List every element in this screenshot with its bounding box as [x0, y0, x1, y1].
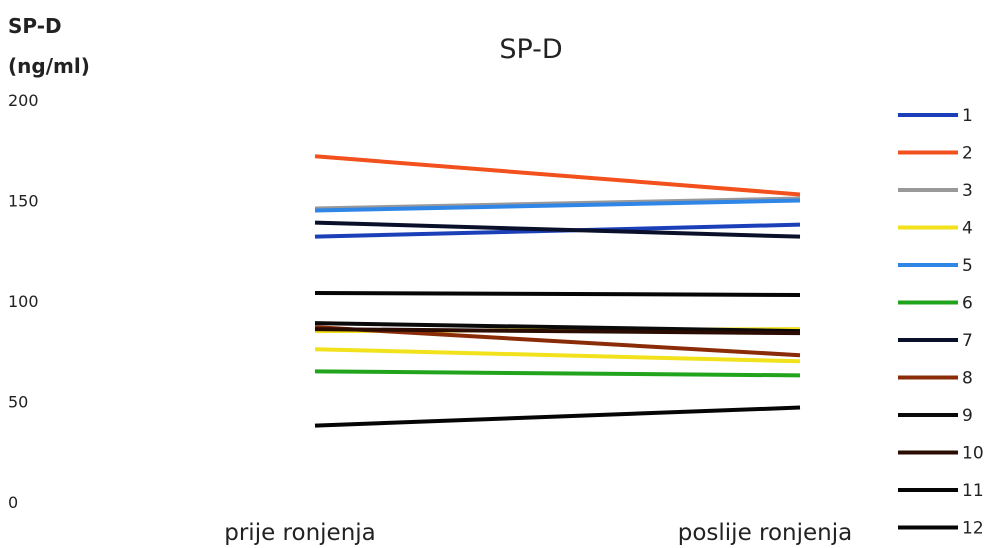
- series-line-3: [314, 196, 801, 211]
- legend-label-11: 11: [962, 481, 984, 501]
- series-line-8: [314, 325, 801, 358]
- y-axis-label-line2: (ng/ml): [8, 54, 90, 78]
- series-line-6: [314, 369, 801, 378]
- series-line-12: [314, 405, 801, 428]
- legend-label-3: 3: [962, 181, 973, 201]
- series-line-11: [314, 290, 801, 297]
- legend-label-7: 7: [962, 331, 973, 351]
- legend-label-2: 2: [962, 144, 973, 164]
- y-tick-label: 0: [8, 493, 18, 512]
- y-tick-label: 100: [8, 292, 39, 311]
- series-line-7: [314, 220, 801, 239]
- legend-label-5: 5: [962, 256, 973, 276]
- y-tick-label: 150: [8, 192, 39, 211]
- legend-label-12: 12: [962, 519, 984, 539]
- legend-label-10: 10: [962, 444, 984, 464]
- series-line-10: [314, 327, 801, 336]
- legend-label-1: 1: [962, 106, 973, 126]
- y-axis-label-line1: SP-D: [8, 14, 62, 38]
- legend-label-8: 8: [962, 369, 973, 389]
- y-tick-label: 50: [8, 393, 28, 412]
- chart-title: SP-D: [499, 34, 563, 65]
- x-tick-label: poslije ronjenja: [678, 520, 853, 546]
- series-line-9: [314, 321, 801, 334]
- series-line-2: [314, 154, 801, 197]
- x-tick-label: prije ronjenja: [224, 520, 376, 546]
- y-tick-label: 200: [8, 91, 39, 110]
- series-line-5: [314, 198, 801, 213]
- legend-label-9: 9: [962, 406, 973, 426]
- series-line-4b: [314, 347, 801, 364]
- legend-label-6: 6: [962, 294, 973, 314]
- legend-label-4: 4: [962, 219, 973, 239]
